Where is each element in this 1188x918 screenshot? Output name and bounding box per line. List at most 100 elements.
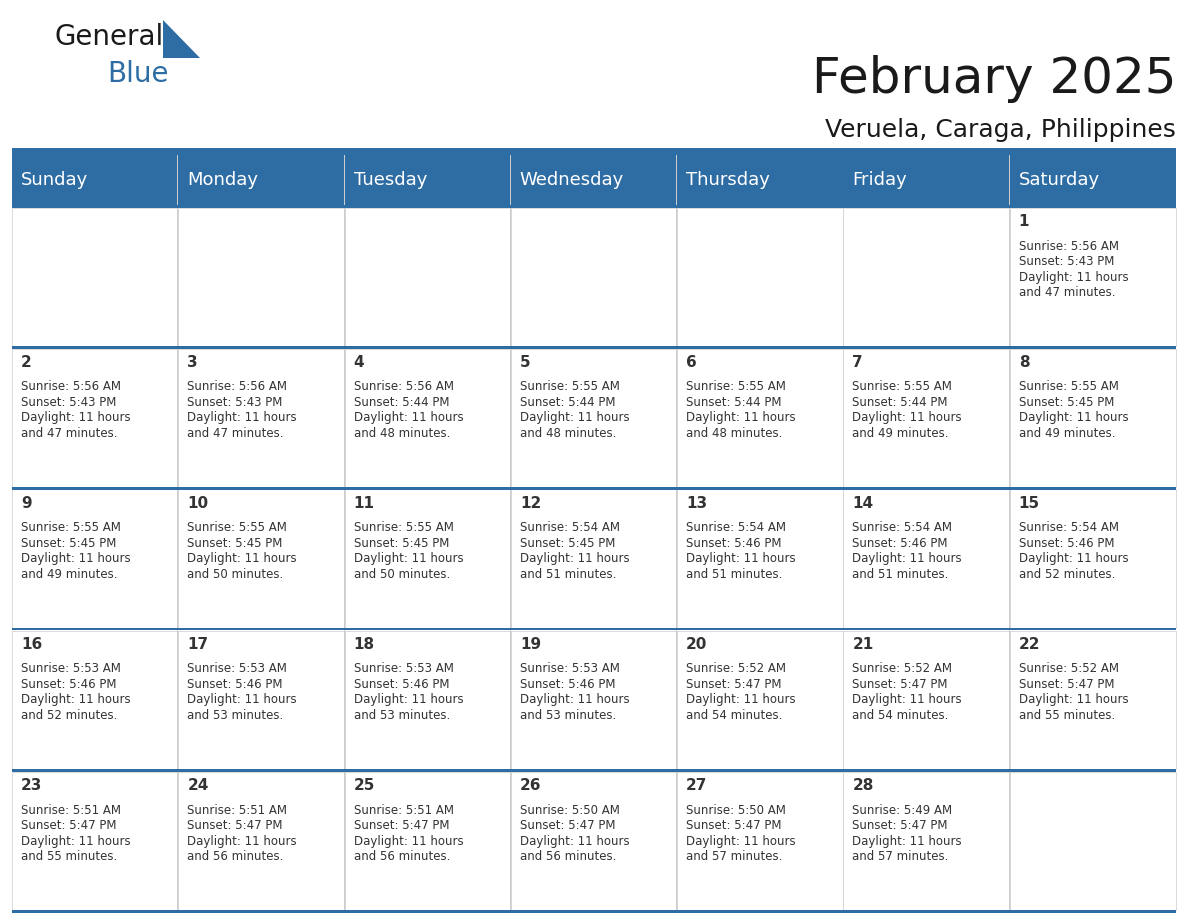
Text: Daylight: 11 hours: Daylight: 11 hours: [354, 553, 463, 565]
Text: Daylight: 11 hours: Daylight: 11 hours: [520, 553, 630, 565]
Bar: [843, 489, 1010, 628]
Text: Sunset: 5:43 PM: Sunset: 5:43 PM: [21, 396, 116, 409]
Text: Sunset: 5:47 PM: Sunset: 5:47 PM: [188, 819, 283, 832]
Text: 16: 16: [21, 637, 43, 652]
Text: 4: 4: [354, 355, 365, 370]
Text: Sunset: 5:45 PM: Sunset: 5:45 PM: [520, 537, 615, 550]
Text: Sunset: 5:45 PM: Sunset: 5:45 PM: [1019, 396, 1114, 409]
Bar: [511, 207, 677, 346]
Text: Sunset: 5:43 PM: Sunset: 5:43 PM: [188, 396, 283, 409]
Text: Sunrise: 5:53 AM: Sunrise: 5:53 AM: [21, 663, 121, 676]
Text: Daylight: 11 hours: Daylight: 11 hours: [687, 834, 796, 847]
Text: and 54 minutes.: and 54 minutes.: [687, 709, 783, 722]
Text: Daylight: 11 hours: Daylight: 11 hours: [354, 834, 463, 847]
Text: Sunset: 5:47 PM: Sunset: 5:47 PM: [687, 678, 782, 691]
Text: Daylight: 11 hours: Daylight: 11 hours: [354, 411, 463, 424]
Text: Daylight: 11 hours: Daylight: 11 hours: [188, 834, 297, 847]
Bar: [345, 489, 511, 628]
Text: and 48 minutes.: and 48 minutes.: [354, 427, 450, 440]
Bar: [12, 155, 178, 205]
Text: 10: 10: [188, 496, 208, 511]
Text: 27: 27: [687, 778, 708, 793]
Text: Sunset: 5:46 PM: Sunset: 5:46 PM: [21, 678, 116, 691]
Bar: [677, 349, 843, 487]
Text: 24: 24: [188, 778, 209, 793]
Text: Sunrise: 5:56 AM: Sunrise: 5:56 AM: [354, 380, 454, 394]
Text: and 48 minutes.: and 48 minutes.: [687, 427, 783, 440]
Bar: [345, 631, 511, 769]
Text: Sunset: 5:44 PM: Sunset: 5:44 PM: [354, 396, 449, 409]
Text: 14: 14: [853, 496, 873, 511]
Text: 11: 11: [354, 496, 374, 511]
Text: Sunset: 5:44 PM: Sunset: 5:44 PM: [520, 396, 615, 409]
Bar: [12, 346, 1176, 349]
Text: Sunset: 5:46 PM: Sunset: 5:46 PM: [354, 678, 449, 691]
Text: Daylight: 11 hours: Daylight: 11 hours: [687, 553, 796, 565]
Bar: [511, 349, 677, 487]
Text: General: General: [55, 23, 164, 51]
Text: Wednesday: Wednesday: [520, 171, 624, 189]
Text: Daylight: 11 hours: Daylight: 11 hours: [853, 411, 962, 424]
Text: Sunrise: 5:51 AM: Sunrise: 5:51 AM: [21, 803, 121, 816]
Text: Daylight: 11 hours: Daylight: 11 hours: [1019, 693, 1129, 707]
Text: Daylight: 11 hours: Daylight: 11 hours: [21, 411, 131, 424]
Text: and 57 minutes.: and 57 minutes.: [853, 850, 949, 863]
Bar: [12, 148, 1176, 155]
Bar: [12, 489, 178, 628]
Text: Daylight: 11 hours: Daylight: 11 hours: [188, 411, 297, 424]
Bar: [511, 155, 677, 205]
Text: and 52 minutes.: and 52 minutes.: [1019, 568, 1116, 581]
Text: Sunset: 5:47 PM: Sunset: 5:47 PM: [1019, 678, 1114, 691]
Text: Sunset: 5:43 PM: Sunset: 5:43 PM: [1019, 255, 1114, 268]
Text: Daylight: 11 hours: Daylight: 11 hours: [21, 693, 131, 707]
Text: Sunrise: 5:55 AM: Sunrise: 5:55 AM: [520, 380, 620, 394]
Text: Friday: Friday: [853, 171, 908, 189]
Text: Sunset: 5:47 PM: Sunset: 5:47 PM: [354, 819, 449, 832]
Bar: [677, 207, 843, 346]
Text: and 55 minutes.: and 55 minutes.: [1019, 709, 1116, 722]
Text: and 55 minutes.: and 55 minutes.: [21, 850, 118, 863]
Text: Sunrise: 5:56 AM: Sunrise: 5:56 AM: [21, 380, 121, 394]
Text: Sunrise: 5:53 AM: Sunrise: 5:53 AM: [520, 663, 620, 676]
Text: and 48 minutes.: and 48 minutes.: [520, 427, 617, 440]
Text: 26: 26: [520, 778, 542, 793]
Text: Sunset: 5:44 PM: Sunset: 5:44 PM: [853, 396, 948, 409]
Text: 13: 13: [687, 496, 707, 511]
Bar: [843, 207, 1010, 346]
Text: 5: 5: [520, 355, 531, 370]
Text: Sunrise: 5:51 AM: Sunrise: 5:51 AM: [188, 803, 287, 816]
Text: Thursday: Thursday: [687, 171, 770, 189]
Text: Sunrise: 5:55 AM: Sunrise: 5:55 AM: [21, 521, 121, 534]
Text: and 53 minutes.: and 53 minutes.: [520, 709, 617, 722]
Text: Daylight: 11 hours: Daylight: 11 hours: [853, 834, 962, 847]
Text: Sunrise: 5:53 AM: Sunrise: 5:53 AM: [354, 663, 454, 676]
Text: Sunset: 5:46 PM: Sunset: 5:46 PM: [520, 678, 615, 691]
Text: Sunset: 5:47 PM: Sunset: 5:47 PM: [520, 819, 615, 832]
Text: Sunset: 5:46 PM: Sunset: 5:46 PM: [853, 537, 948, 550]
Text: and 54 minutes.: and 54 minutes.: [853, 709, 949, 722]
Text: 1: 1: [1019, 214, 1029, 229]
Text: Sunrise: 5:52 AM: Sunrise: 5:52 AM: [853, 663, 953, 676]
Text: Sunrise: 5:55 AM: Sunrise: 5:55 AM: [188, 521, 287, 534]
Bar: [1010, 207, 1176, 346]
Text: and 47 minutes.: and 47 minutes.: [21, 427, 118, 440]
Text: 15: 15: [1019, 496, 1040, 511]
Text: Daylight: 11 hours: Daylight: 11 hours: [354, 693, 463, 707]
Text: 25: 25: [354, 778, 375, 793]
Text: Sunset: 5:47 PM: Sunset: 5:47 PM: [21, 819, 116, 832]
Bar: [178, 771, 345, 910]
Text: Daylight: 11 hours: Daylight: 11 hours: [1019, 271, 1129, 284]
Bar: [12, 771, 178, 910]
Text: and 51 minutes.: and 51 minutes.: [853, 568, 949, 581]
Text: Daylight: 11 hours: Daylight: 11 hours: [21, 834, 131, 847]
Bar: [677, 155, 843, 205]
Text: Sunrise: 5:55 AM: Sunrise: 5:55 AM: [853, 380, 953, 394]
Text: Sunset: 5:45 PM: Sunset: 5:45 PM: [188, 537, 283, 550]
Text: 9: 9: [21, 496, 32, 511]
Text: Sunrise: 5:50 AM: Sunrise: 5:50 AM: [687, 803, 786, 816]
Bar: [511, 631, 677, 769]
Text: and 53 minutes.: and 53 minutes.: [354, 709, 450, 722]
Text: Sunrise: 5:52 AM: Sunrise: 5:52 AM: [687, 663, 786, 676]
Bar: [178, 489, 345, 628]
Text: Daylight: 11 hours: Daylight: 11 hours: [520, 693, 630, 707]
